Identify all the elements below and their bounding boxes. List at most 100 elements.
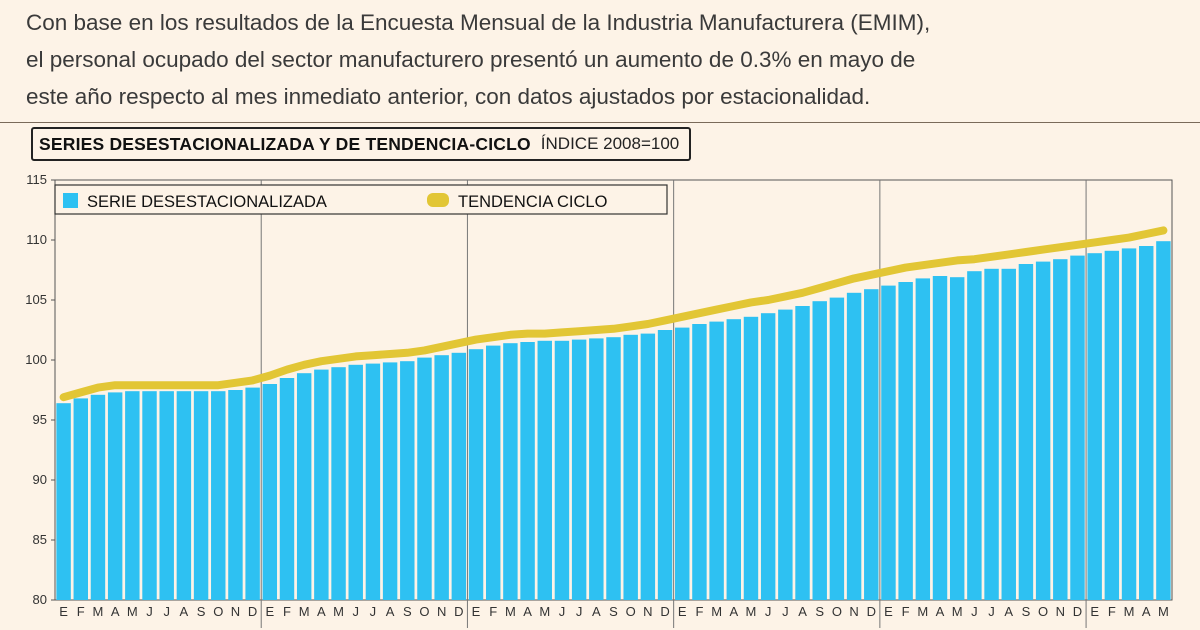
bar-24 (468, 349, 484, 600)
bar-38 (709, 321, 724, 600)
x-tick-label: E (472, 604, 481, 619)
x-tick-label: O (832, 604, 842, 619)
x-tick-label: F (283, 604, 291, 619)
x-tick-label: A (180, 604, 189, 619)
bar-4 (125, 391, 140, 600)
x-tick-label: A (1004, 604, 1013, 619)
bar-52 (949, 277, 965, 600)
y-tick-label: 85 (33, 532, 47, 547)
legend-swatch-bar (63, 193, 78, 208)
chart-subtitle: ÍNDICE 2008=100 (540, 134, 680, 153)
x-tick-label: J (370, 604, 377, 619)
bar-28 (537, 340, 552, 600)
intro-line-1: Con base en los resultados de la Encuest… (26, 10, 931, 35)
bar-59 (1070, 255, 1085, 600)
bar-2 (90, 394, 106, 600)
x-tick-label: F (77, 604, 85, 619)
bar-63 (1139, 246, 1154, 600)
bar-39 (726, 319, 742, 600)
x-tick-label: D (1073, 604, 1082, 619)
bar-60 (1087, 253, 1102, 600)
bar-6 (159, 391, 174, 600)
bar-29 (554, 340, 570, 600)
x-tick-label: J (971, 604, 978, 619)
y-tick-label: 115 (26, 172, 47, 187)
x-tick-label: N (1056, 604, 1065, 619)
x-tick-label: A (317, 604, 326, 619)
bar-11 (245, 387, 260, 600)
x-tick-label: N (437, 604, 446, 619)
bar-40 (743, 316, 759, 600)
bar-45 (829, 297, 845, 600)
x-tick-label: N (849, 604, 858, 619)
x-tick-label: E (678, 604, 687, 619)
bar-33 (623, 334, 638, 600)
x-tick-label: J (352, 604, 359, 619)
bar-9 (211, 391, 226, 600)
bar-14 (296, 373, 312, 600)
bar-57 (1035, 261, 1051, 600)
x-tick-label: M (505, 604, 516, 619)
bar-13 (279, 378, 295, 600)
bar-19 (382, 362, 398, 600)
bar-5 (142, 391, 157, 600)
bar-16 (331, 367, 346, 600)
x-tick-label: N (643, 604, 652, 619)
x-tick-label: F (1108, 604, 1116, 619)
x-tick-label: S (609, 604, 618, 619)
x-tick-label: J (163, 604, 170, 619)
x-tick-label: D (660, 604, 669, 619)
x-tick-label: M (1158, 604, 1169, 619)
bar-series (56, 241, 1171, 601)
bar-49 (898, 282, 913, 600)
bar-21 (417, 357, 432, 600)
bar-47 (864, 289, 879, 600)
y-tick-label: 80 (33, 592, 47, 607)
bar-36 (675, 327, 690, 600)
y-tick-label: 110 (26, 232, 47, 247)
bar-53 (967, 271, 982, 600)
x-tick-label: F (695, 604, 703, 619)
bar-46 (846, 292, 862, 600)
x-tick-label: A (729, 604, 738, 619)
bar-22 (434, 355, 449, 600)
x-tick-label: M (299, 604, 310, 619)
x-tick-label: S (815, 604, 824, 619)
x-tick-label: O (626, 604, 636, 619)
x-tick-label: J (782, 604, 789, 619)
bar-17 (348, 364, 363, 600)
intro-line-3: este año respecto al mes inmediato anter… (26, 84, 871, 109)
x-tick-label: J (576, 604, 583, 619)
x-tick-label: A (523, 604, 532, 619)
bar-1 (73, 398, 88, 600)
intro-paragraph: Con base en los resultados de la Encuest… (26, 4, 1176, 115)
bar-34 (640, 333, 656, 600)
bar-12 (262, 384, 278, 600)
legend-swatch-trend (427, 193, 449, 207)
legend-label-bar: SERIE DESESTACIONALIZADA (87, 193, 327, 211)
bar-41 (760, 313, 776, 600)
x-tick-label: F (902, 604, 910, 619)
bar-15 (314, 369, 329, 600)
x-tick-label: M (746, 604, 757, 619)
x-tick-label: A (111, 604, 120, 619)
x-tick-label: E (265, 604, 274, 619)
x-tick-label: A (798, 604, 807, 619)
x-tick-label: M (539, 604, 550, 619)
x-tick-label: D (454, 604, 463, 619)
bar-27 (520, 342, 535, 600)
bar-44 (812, 301, 827, 600)
bar-18 (365, 363, 381, 600)
trend-line-series (59, 226, 1168, 402)
bar-8 (193, 391, 209, 600)
x-tick-label: M (917, 604, 928, 619)
bar-54 (984, 268, 999, 600)
y-axis: 80 85 90 95 100 105 110 115 (25, 172, 55, 607)
x-tick-label: A (1142, 604, 1151, 619)
x-tick-label: E (1090, 604, 1099, 619)
x-tick-label: J (988, 604, 995, 619)
x-tick-label: O (1038, 604, 1048, 619)
chart-title: SERIES DESESTACIONALIZADA Y DE TENDENCIA… (39, 133, 531, 154)
